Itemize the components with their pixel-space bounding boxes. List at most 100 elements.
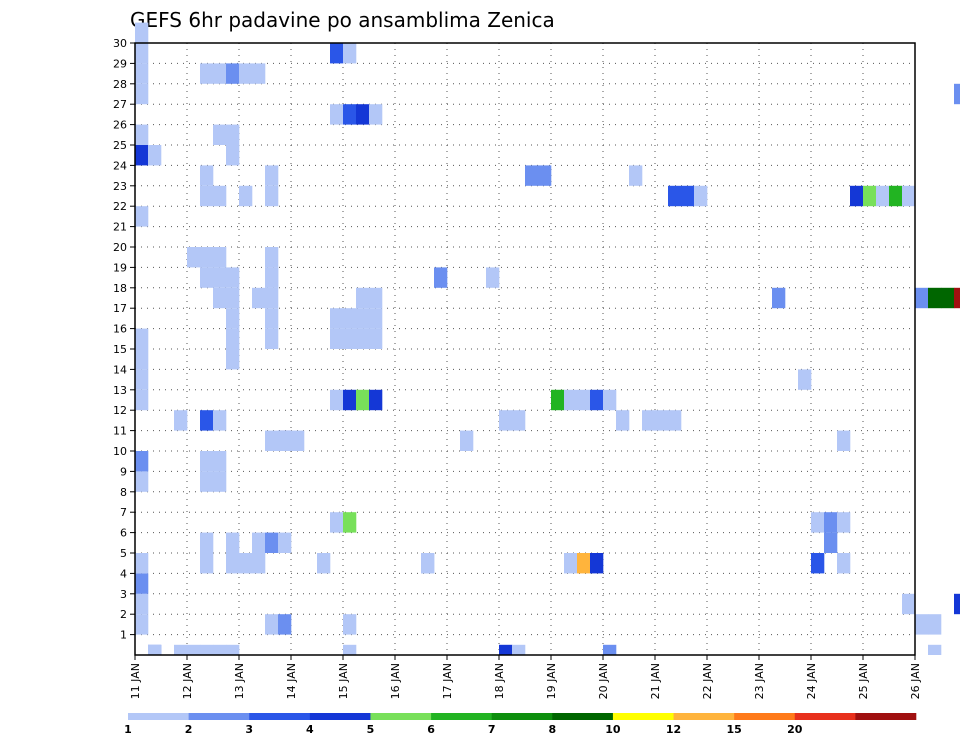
data-cells (135, 22, 960, 655)
y-tick-label: 7 (120, 506, 127, 519)
x-tick-label: 20 JAN (597, 663, 610, 699)
x-tick-label: 26 JAN (909, 663, 922, 699)
data-cell (330, 308, 344, 329)
data-cell (577, 389, 591, 411)
data-cell (655, 410, 669, 431)
data-cell (603, 389, 617, 411)
y-tick-label: 27 (113, 98, 127, 111)
data-cell (824, 512, 838, 533)
colorbar-swatch (794, 713, 856, 720)
data-cell (876, 185, 890, 207)
y-tick-label: 26 (113, 119, 127, 132)
data-cell (811, 512, 825, 533)
data-cell (577, 553, 591, 574)
data-cell (343, 104, 357, 125)
data-cell (512, 410, 526, 431)
data-cell (200, 165, 214, 186)
colorbar-label: 3 (245, 723, 253, 736)
y-tick-label: 4 (120, 567, 127, 580)
data-cell (239, 185, 253, 207)
colorbar-label: 12 (666, 723, 681, 736)
data-cell (252, 63, 266, 84)
data-cell (213, 267, 227, 288)
y-tick-label: 21 (113, 221, 127, 234)
data-cell (135, 145, 149, 166)
data-cell (915, 614, 929, 635)
y-tick-label: 25 (113, 139, 127, 152)
colorbar-swatch (855, 713, 917, 720)
colorbar-swatch (431, 713, 492, 720)
data-cell (200, 644, 214, 655)
data-cell (863, 185, 877, 207)
colorbar-swatch (491, 713, 553, 720)
x-tick-label: 14 JAN (285, 663, 298, 699)
x-axis-ticks: 11 JAN 12 JAN 13 JAN 14 JAN 15 JAN 16 JAN 17 J… (129, 655, 922, 699)
data-cell (200, 63, 214, 84)
data-cell (213, 410, 227, 431)
data-cell (616, 410, 630, 431)
colorbar: 1 2 3 4 5 6 7 8 10 12 15 20 (124, 713, 917, 736)
data-cell (343, 43, 357, 64)
data-cell (590, 553, 604, 574)
data-cell (187, 247, 201, 268)
data-cell (551, 389, 565, 411)
data-cell (200, 532, 214, 553)
x-tick-label: 15 JAN (337, 663, 350, 699)
data-cell (928, 644, 942, 655)
y-tick-label: 2 (120, 608, 127, 621)
y-tick-label: 23 (113, 180, 127, 193)
data-cell (356, 389, 370, 411)
data-cell (330, 104, 344, 125)
data-cell (525, 165, 539, 186)
data-cell (252, 553, 266, 574)
data-cell (369, 389, 383, 411)
data-cell (330, 512, 344, 533)
data-cell (135, 206, 149, 227)
data-cell (902, 593, 916, 615)
x-tick-label: 22 JAN (701, 663, 714, 699)
y-tick-label: 28 (113, 78, 127, 91)
y-tick-label: 19 (113, 261, 127, 274)
y-tick-label: 12 (113, 404, 127, 417)
data-cell (603, 644, 617, 655)
data-cell (265, 267, 279, 288)
data-cell (226, 145, 240, 166)
data-cell (343, 308, 357, 329)
colorbar-swatch (128, 713, 189, 720)
data-cell (369, 287, 383, 309)
data-cell (148, 145, 162, 166)
data-cell (837, 430, 851, 451)
data-cell (200, 471, 214, 492)
data-cell (226, 63, 240, 84)
y-tick-label: 13 (113, 384, 127, 397)
data-cell (265, 328, 279, 349)
data-cell (135, 553, 149, 574)
data-cell (421, 553, 435, 574)
data-cell (265, 287, 279, 309)
data-cell (356, 104, 370, 125)
data-cell (434, 267, 448, 288)
y-axis-ticks: 1234567891011121314151617181920212223242… (113, 37, 135, 642)
data-cell (356, 328, 370, 349)
data-cell (213, 247, 227, 268)
data-cell (213, 287, 227, 309)
data-cell (278, 430, 292, 451)
data-cell (369, 328, 383, 349)
colorbar-label: 7 (488, 723, 496, 736)
y-tick-label: 6 (120, 527, 127, 540)
data-cell (213, 451, 227, 472)
colorbar-swatch (249, 713, 311, 720)
data-cell (174, 410, 188, 431)
data-cell (824, 532, 838, 553)
data-cell (226, 308, 240, 329)
x-tick-label: 11 JAN (129, 663, 142, 699)
data-cell (668, 410, 682, 431)
data-cell (200, 410, 214, 431)
data-cell (135, 451, 149, 472)
colorbar-swatch (734, 713, 796, 720)
data-cell (213, 63, 227, 84)
y-tick-label: 29 (113, 57, 127, 70)
data-cell (135, 22, 149, 43)
data-cell (226, 287, 240, 309)
